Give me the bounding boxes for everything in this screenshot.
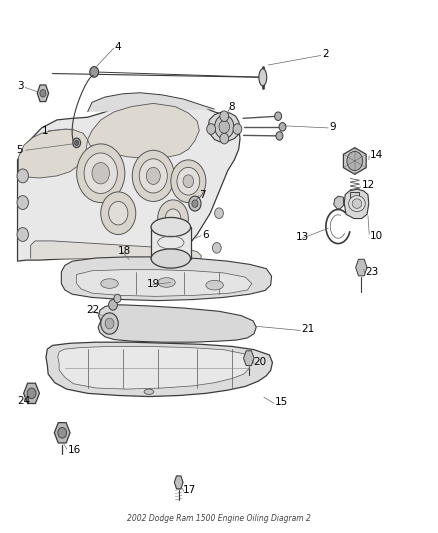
Circle shape xyxy=(105,318,114,329)
Polygon shape xyxy=(18,99,240,261)
Circle shape xyxy=(215,115,234,139)
Text: 3: 3 xyxy=(18,82,24,91)
Text: 9: 9 xyxy=(329,122,336,132)
Circle shape xyxy=(177,167,200,195)
Polygon shape xyxy=(344,189,369,219)
Polygon shape xyxy=(98,305,256,342)
Text: 19: 19 xyxy=(147,279,160,288)
Text: 6: 6 xyxy=(202,230,209,239)
Polygon shape xyxy=(88,103,199,159)
Text: 20: 20 xyxy=(253,358,266,367)
Circle shape xyxy=(84,153,117,193)
Bar xyxy=(350,192,359,198)
Ellipse shape xyxy=(151,249,191,268)
Polygon shape xyxy=(174,476,183,489)
Circle shape xyxy=(146,167,160,184)
Circle shape xyxy=(171,160,206,203)
Polygon shape xyxy=(18,129,88,178)
Polygon shape xyxy=(31,241,201,259)
Polygon shape xyxy=(46,342,272,397)
Circle shape xyxy=(114,294,121,303)
Circle shape xyxy=(279,123,286,131)
Circle shape xyxy=(101,192,136,235)
Text: 2: 2 xyxy=(322,50,328,59)
Circle shape xyxy=(73,138,81,148)
Circle shape xyxy=(27,388,36,399)
Text: 17: 17 xyxy=(183,486,196,495)
Circle shape xyxy=(139,159,167,193)
Circle shape xyxy=(275,112,282,120)
Text: 10: 10 xyxy=(370,231,383,240)
Circle shape xyxy=(58,427,67,438)
Circle shape xyxy=(192,200,198,207)
Polygon shape xyxy=(77,270,252,296)
Text: 8: 8 xyxy=(228,102,234,111)
Text: 24: 24 xyxy=(18,396,31,406)
Circle shape xyxy=(132,150,174,201)
Circle shape xyxy=(40,90,46,97)
Polygon shape xyxy=(58,346,251,389)
Polygon shape xyxy=(88,93,215,112)
Text: 15: 15 xyxy=(275,398,288,407)
Circle shape xyxy=(183,175,194,188)
Ellipse shape xyxy=(352,199,362,208)
Circle shape xyxy=(207,124,215,134)
Polygon shape xyxy=(61,257,272,301)
Ellipse shape xyxy=(259,69,267,86)
Text: 14: 14 xyxy=(370,150,383,159)
Circle shape xyxy=(158,200,188,237)
Circle shape xyxy=(17,169,28,183)
Circle shape xyxy=(17,228,28,241)
Ellipse shape xyxy=(101,279,118,288)
Ellipse shape xyxy=(151,217,191,237)
Ellipse shape xyxy=(206,280,223,290)
Ellipse shape xyxy=(144,389,154,394)
Circle shape xyxy=(109,300,117,310)
Circle shape xyxy=(220,133,229,144)
Circle shape xyxy=(90,67,99,77)
Polygon shape xyxy=(37,85,49,102)
Ellipse shape xyxy=(349,196,365,212)
Polygon shape xyxy=(334,196,343,209)
Text: 23: 23 xyxy=(366,267,379,277)
Polygon shape xyxy=(24,383,39,403)
Circle shape xyxy=(220,111,229,122)
Circle shape xyxy=(77,144,125,203)
Circle shape xyxy=(165,209,181,228)
Circle shape xyxy=(215,208,223,219)
Circle shape xyxy=(233,124,242,134)
Text: 1: 1 xyxy=(42,126,48,135)
Polygon shape xyxy=(244,351,254,366)
Text: 21: 21 xyxy=(301,325,314,334)
Text: 2002 Dodge Ram 1500 Engine Oiling Diagram 2: 2002 Dodge Ram 1500 Engine Oiling Diagra… xyxy=(127,514,311,523)
Polygon shape xyxy=(343,148,366,174)
Text: 16: 16 xyxy=(67,446,81,455)
Circle shape xyxy=(74,140,79,146)
Text: 22: 22 xyxy=(86,305,99,315)
Circle shape xyxy=(109,201,128,225)
Circle shape xyxy=(276,132,283,140)
Text: 18: 18 xyxy=(117,246,131,255)
Circle shape xyxy=(347,151,363,171)
Text: 7: 7 xyxy=(199,190,206,199)
Bar xyxy=(151,227,191,259)
Circle shape xyxy=(189,196,201,211)
Text: 4: 4 xyxy=(115,42,121,52)
Circle shape xyxy=(219,120,230,133)
Ellipse shape xyxy=(158,278,175,287)
Circle shape xyxy=(92,163,110,184)
Circle shape xyxy=(212,243,221,253)
Text: 13: 13 xyxy=(296,232,309,242)
Polygon shape xyxy=(356,259,367,276)
Text: 12: 12 xyxy=(361,181,374,190)
Text: 5: 5 xyxy=(17,146,23,155)
Polygon shape xyxy=(54,423,70,443)
Circle shape xyxy=(17,196,28,209)
Polygon shape xyxy=(208,112,240,142)
Circle shape xyxy=(101,313,118,334)
